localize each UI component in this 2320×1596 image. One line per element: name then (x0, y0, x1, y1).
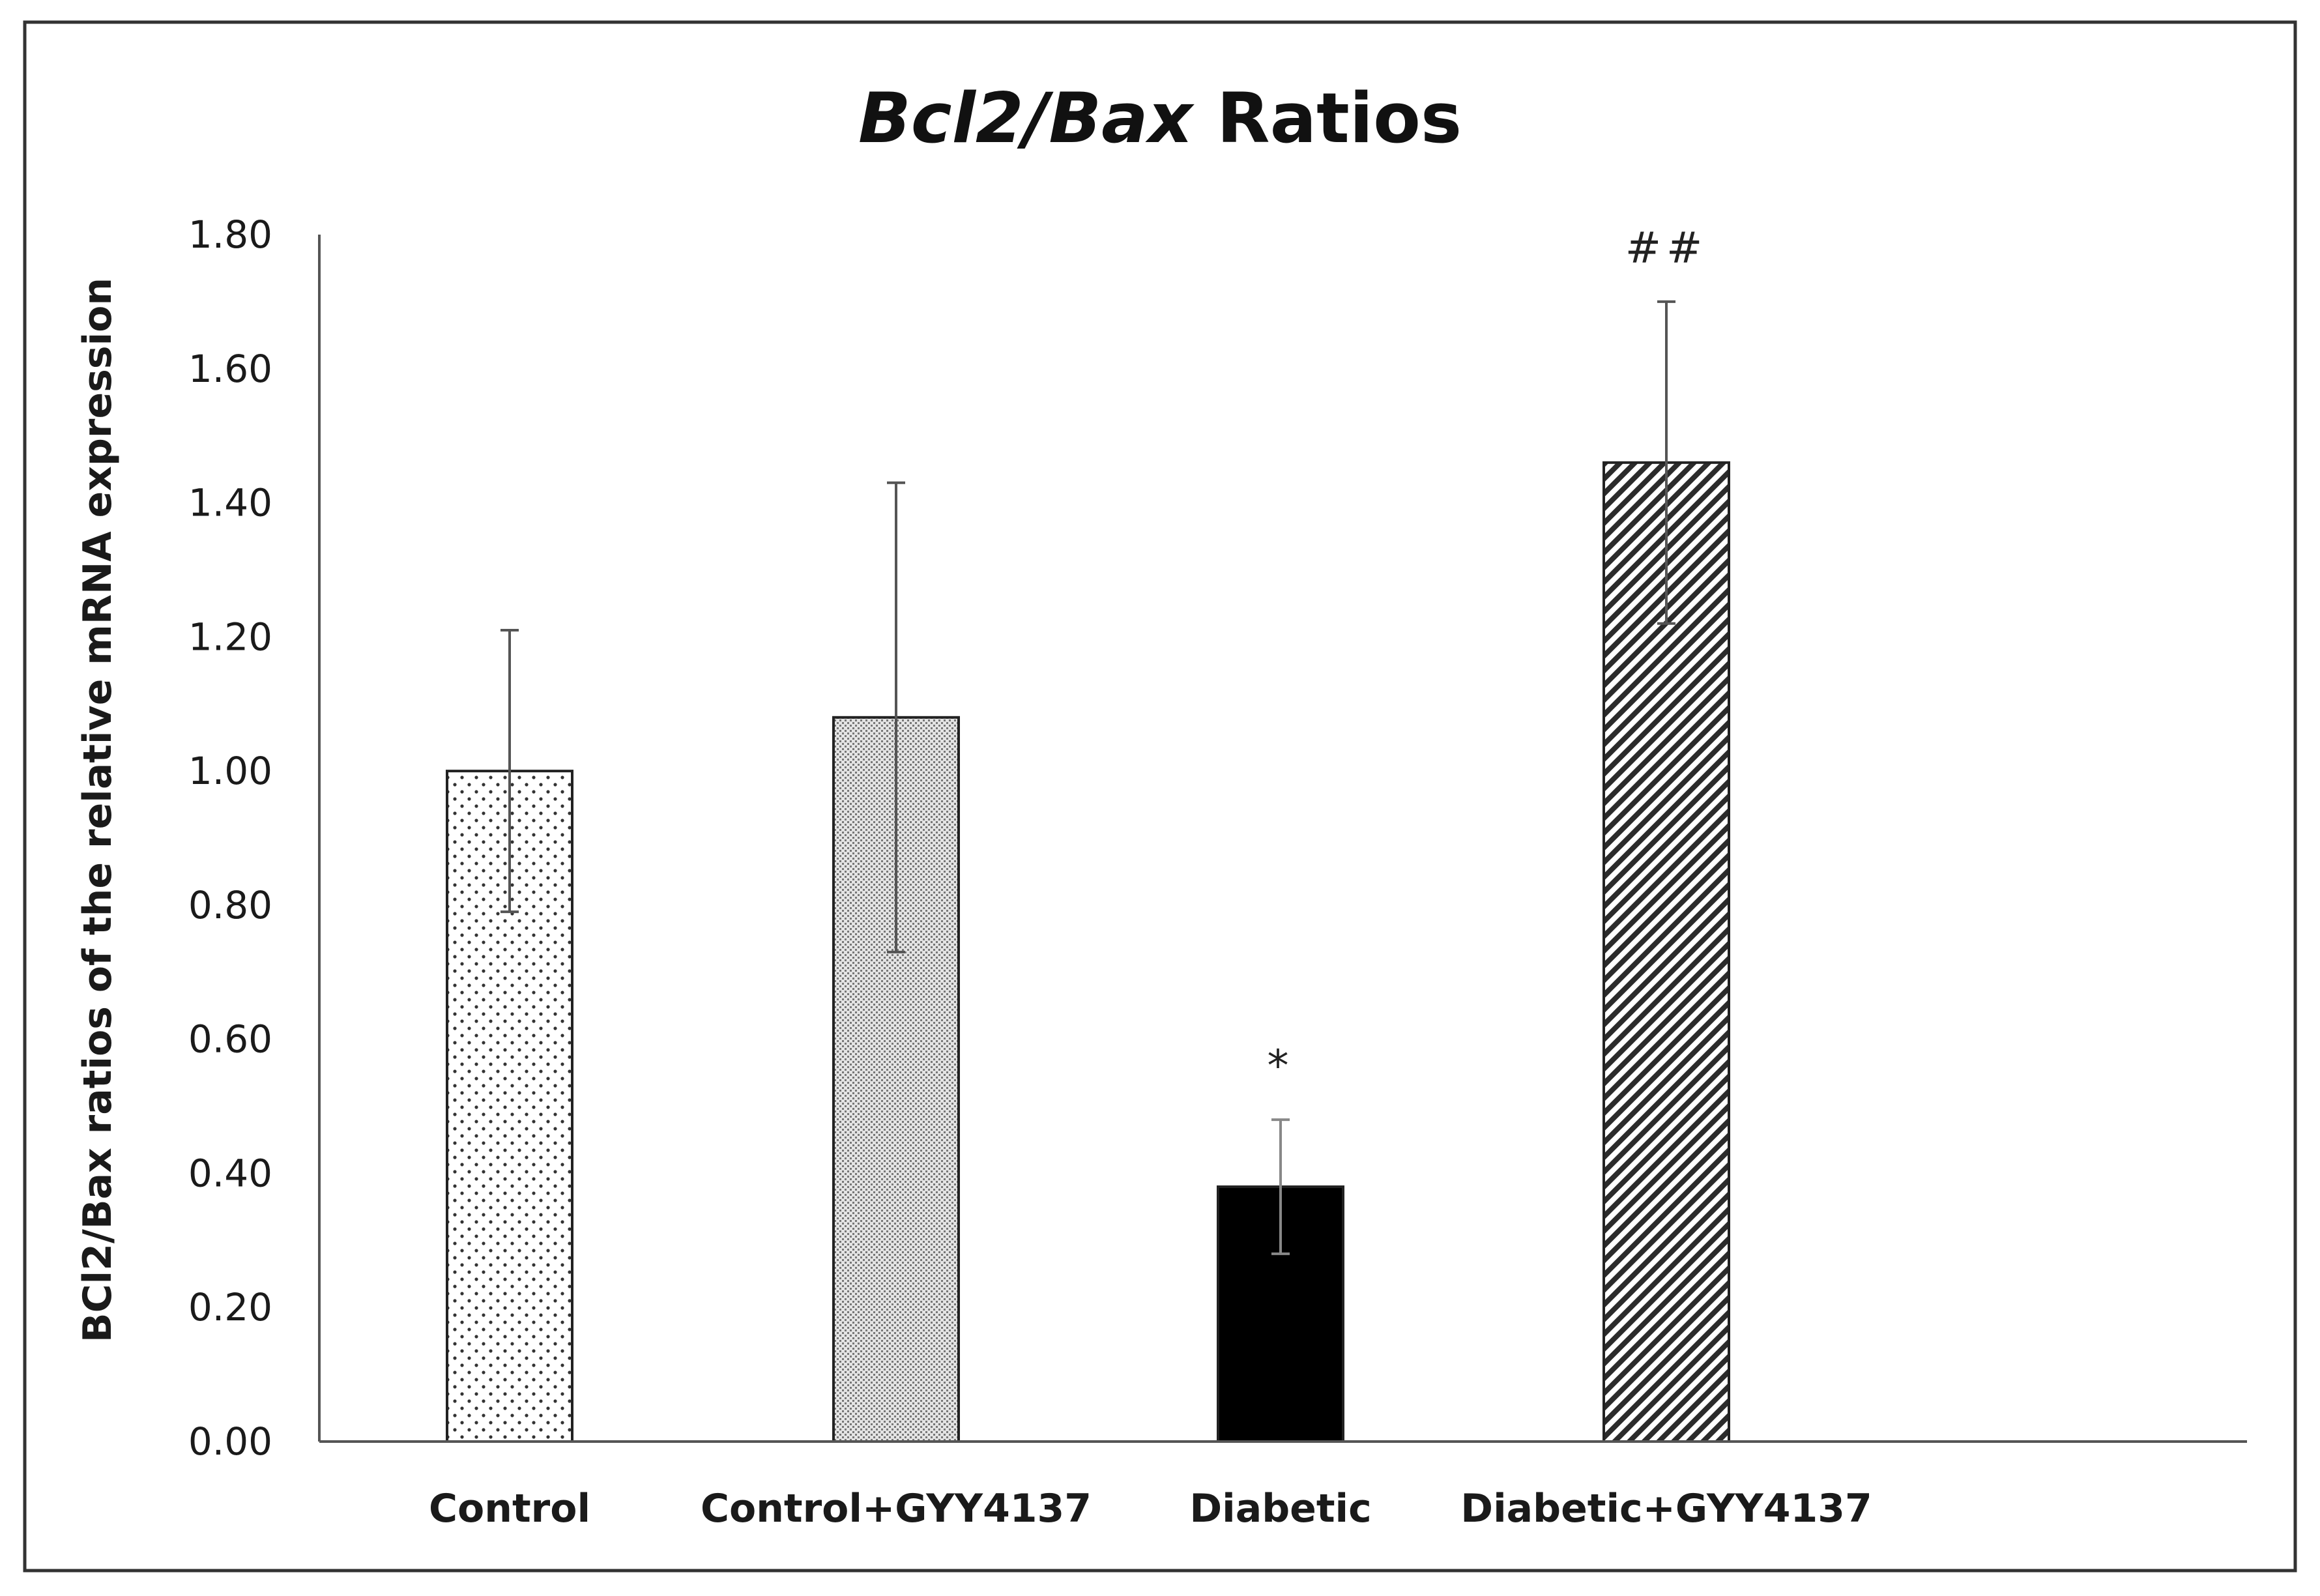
y-tick-label: 1.20 (188, 615, 272, 659)
bars (446, 461, 1730, 1443)
y-axis-ticks: 0.00 0.20 0.40 0.60 0.80 1.00 1.20 1.40 1.60 1.80 (188, 212, 272, 1464)
significance-marker: ## (1625, 223, 1708, 273)
y-tick-label: 0.80 (188, 883, 272, 927)
figure-frame (23, 20, 2297, 1573)
significance-marker: * (1268, 1041, 1294, 1091)
x-axis-labels: Control Control+GYY4137 Diabetic Diabetic+G… (429, 1486, 1872, 1531)
x-category-label: Control+GYY4137 (701, 1486, 1092, 1531)
y-tick-label: 1.00 (188, 749, 272, 793)
y-tick-label: 0.40 (188, 1151, 272, 1195)
y-axis-label: BCl2/Bax ratios of the relative mRNA exp… (75, 278, 121, 1342)
y-tick-label: 1.80 (188, 212, 272, 257)
chart-title: Bcl2/Bax Ratios (858, 78, 1462, 158)
chart-title-italic: Bcl2/Bax (858, 78, 1195, 158)
significance-annotations: * ## (1268, 223, 1708, 1091)
error-bars (500, 300, 1675, 1255)
y-tick-label: 0.00 (188, 1419, 272, 1464)
y-tick-label: 1.60 (188, 347, 272, 391)
x-category-label: Diabetic+GYY4137 (1460, 1486, 1872, 1531)
x-category-label: Control (429, 1486, 590, 1531)
chart-title-rest: Ratios (1193, 78, 1462, 158)
x-category-label: Diabetic (1189, 1486, 1371, 1531)
y-tick-label: 1.40 (188, 481, 272, 525)
y-tick-label: 0.60 (188, 1017, 272, 1062)
y-tick-label: 0.20 (188, 1285, 272, 1329)
